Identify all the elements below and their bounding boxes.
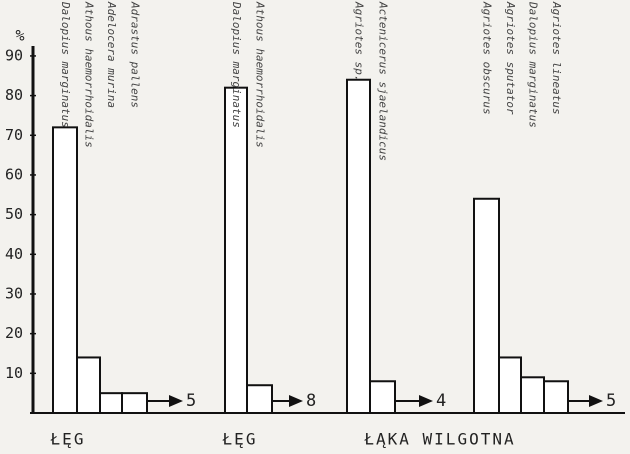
group-label: ŁĘG: [50, 430, 86, 449]
bar: [224, 86, 248, 414]
category-label: Dalopius marginatus: [59, 1, 72, 128]
y-tick-label: 10: [5, 364, 23, 382]
bar: [121, 392, 148, 415]
bar: [520, 376, 545, 415]
category-label: Agriotes lineatus: [550, 1, 563, 115]
category-label: Athous haemorrhoidalis: [83, 1, 96, 148]
arrow-head: [589, 395, 603, 407]
y-tick-label: 70: [5, 126, 23, 144]
y-tick-label: 60: [5, 165, 23, 183]
y-tick-label: 50: [5, 205, 23, 223]
bar: [52, 126, 78, 414]
other-count: 8: [306, 391, 316, 411]
other-count: 4: [436, 391, 446, 411]
y-tick-label: 30: [5, 284, 23, 302]
bar: [346, 78, 371, 414]
category-label: Adelocera murina: [105, 1, 118, 108]
category-label: Dalopius marginatus: [230, 1, 243, 128]
arrow-head: [169, 395, 183, 407]
y-tick-label: 20: [5, 324, 23, 342]
arrow-head: [419, 395, 433, 407]
bar: [99, 392, 123, 415]
bar: [76, 356, 101, 414]
y-tick-label: 40: [5, 245, 23, 263]
bar: [246, 384, 273, 415]
bar: [473, 197, 500, 414]
bar: [498, 356, 522, 414]
y-axis-label: %: [15, 27, 24, 45]
category-label: Athous haemorrhoidalis: [254, 1, 267, 148]
other-count: 5: [606, 391, 616, 411]
category-label: Agriotes obscurus: [481, 1, 494, 115]
category-label: Adrastus pallens: [129, 1, 142, 108]
y-tick-label: 80: [5, 86, 23, 104]
category-label: Actenicerus sjaelandicus: [377, 1, 390, 161]
category-label: Dalopius marginatus: [527, 1, 540, 128]
y-tick-label: 90: [5, 46, 23, 64]
arrow-head: [289, 395, 303, 407]
group-label: ŁĄKA WILGOTNA: [363, 430, 515, 449]
bar: [369, 380, 396, 414]
category-label: Agriotes sp.: [353, 1, 366, 81]
other-count: 5: [186, 391, 196, 411]
category-label: Agriotes sputator: [504, 1, 517, 115]
bar: [543, 380, 569, 414]
group-label: ŁĘG: [222, 430, 258, 449]
